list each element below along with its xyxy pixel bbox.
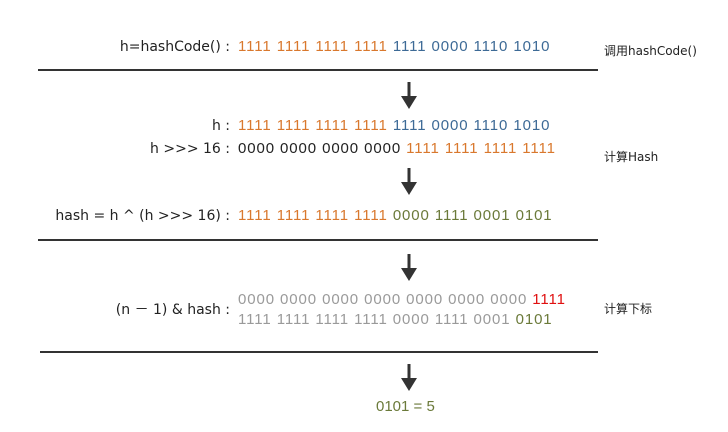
bit-group: 0000 1111 0001 0101 [392, 207, 553, 224]
row: h >>> 16 : 0000 0000 0000 0000 1111 1111… [0, 139, 600, 159]
bits: 1111 1111 1111 1111 1111 0000 1110 1010 [238, 37, 550, 57]
row: (n － 1) & hash : [0, 300, 600, 320]
divider [40, 351, 598, 353]
bit-group: 1111 1111 1111 1111 0000 1111 0001 [238, 311, 511, 328]
result: 0101 = 5 [376, 398, 435, 415]
bit-group: 1111 1111 1111 1111 [406, 140, 556, 157]
divider [38, 239, 598, 241]
arrow [401, 82, 417, 109]
arrow [401, 364, 417, 391]
row-label: h >>> 16 : [150, 141, 230, 157]
row: 1111 1111 1111 1111 0000 1111 0001 0101 [0, 310, 600, 330]
row-label: hash = h ^ (h >>> 16) : [55, 208, 230, 224]
note: 计算下标 [604, 302, 653, 316]
note: 调用hashCode() [604, 44, 697, 58]
bits: 0000 0000 0000 0000 1111 1111 1111 1111 [238, 139, 556, 159]
row: h : 1111 1111 1111 1111 1111 0000 1110 1… [0, 116, 600, 136]
bit-group: 1111 1111 1111 1111 [238, 207, 388, 224]
note: 计算Hash [604, 150, 659, 164]
bits: 1111 1111 1111 1111 0000 1111 0001 0101 [238, 206, 553, 226]
arrow [401, 254, 417, 281]
row: 0000 0000 0000 0000 0000 0000 0000 1111 [0, 290, 600, 310]
bit-group: 1111 [532, 291, 566, 308]
bit-group: 0000 0000 0000 0000 [238, 140, 402, 157]
bit-group: 0000 0000 0000 0000 0000 0000 0000 [238, 291, 528, 308]
bit-group: 1111 0000 1110 1010 [392, 117, 551, 134]
divider [38, 69, 598, 71]
row-label: h : [211, 118, 230, 134]
bit-group: 1111 1111 1111 1111 [238, 38, 388, 55]
bit-group: 1111 0000 1110 1010 [392, 38, 551, 55]
row: h=hashCode() : 1111 1111 1111 1111 1111 … [0, 37, 600, 57]
bits: 1111 1111 1111 1111 0000 1111 0001 0101 [238, 310, 553, 330]
row-label: h=hashCode() : [119, 39, 230, 55]
bits: 1111 1111 1111 1111 1111 0000 1110 1010 [238, 116, 550, 136]
row: hash = h ^ (h >>> 16) : 1111 1111 1111 1… [0, 206, 600, 226]
bits: 0000 0000 0000 0000 0000 0000 0000 1111 [238, 290, 566, 310]
row-label: (n － 1) & hash : [115, 302, 230, 318]
bit-group: 1111 1111 1111 1111 [238, 117, 388, 134]
bit-group: 0101 [515, 311, 553, 328]
arrow [401, 168, 417, 195]
